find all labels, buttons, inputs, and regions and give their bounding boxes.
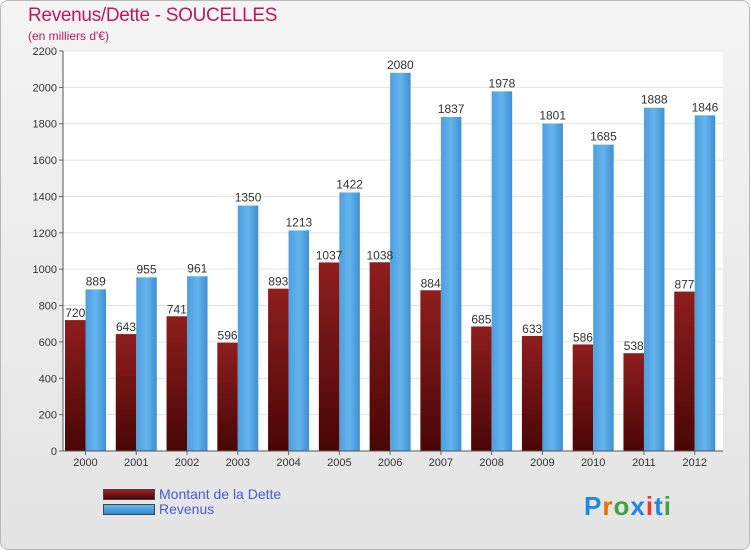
data-label-dette: 633 [522,322,542,336]
x-tick-label: 2001 [124,457,148,469]
y-tick-label: 1000 [33,264,57,276]
data-label-dette: 1037 [316,248,343,262]
bar-revenus [694,115,716,451]
bar-dette [65,320,86,451]
x-tick-label: 2000 [73,457,97,469]
y-tick-label: 600 [39,337,57,349]
data-label-revenus: 961 [187,261,207,275]
y-tick-label: 1800 [33,119,57,131]
bar-dette [166,316,188,451]
legend-label-revenus: Revenus [159,501,215,517]
bar-dette [572,344,594,451]
y-tick-label: 2000 [33,82,57,94]
x-tick-label: 2010 [581,457,605,469]
bar-revenus [491,91,513,451]
data-label-dette: 1038 [367,248,394,262]
y-tick-label: 200 [39,410,57,422]
x-tick-label: 2002 [175,457,199,469]
y-axis: 0 200 400 600 800 1000 1200 1400 1600 1800 2000 220… [33,46,64,458]
logo-letter: P [584,491,603,521]
y-tick-label: 400 [39,373,57,385]
bar-dette [674,291,695,451]
data-label-dette: 586 [573,330,593,344]
x-tick-label: 2008 [479,457,503,469]
data-label-revenus: 955 [137,262,157,276]
bar-revenus [390,72,411,452]
x-tick-label: 2006 [378,457,402,469]
bar-revenus [85,289,106,451]
chart-title: Revenus/Dette - SOUCELLES [28,5,278,26]
x-tick-label: 2011 [632,457,656,469]
y-tick-label: 1200 [33,228,57,240]
x-tick-label: 2012 [682,457,706,469]
data-label-dette: 741 [167,302,187,316]
bar-revenus [643,107,665,452]
data-label-revenus: 1978 [489,76,516,90]
bar-dette [369,262,391,451]
chart-subtitle: (en milliers d'€) [28,29,109,43]
data-label-dette: 877 [674,278,694,292]
data-label-dette: 893 [268,275,288,289]
legend-swatch-revenus [103,503,155,515]
y-tick-label: 1400 [33,191,57,203]
bar-revenus [440,117,462,451]
bar-dette [268,288,289,451]
x-tick-label: 2007 [429,457,453,469]
bar-revenus [187,276,208,451]
legend-item-dette: Montant de la Dette [103,486,282,502]
bar-revenus [339,192,360,452]
x-axis: 2000 2001 2002 2003 2004 2005 2006 2007 2008 2009… [63,450,723,469]
data-label-revenus: 889 [86,274,106,288]
data-label-revenus: 1350 [235,191,262,205]
x-tick-label: 2005 [327,457,351,469]
proxiti-logo: Proxiti [584,491,672,522]
bar-revenus [542,123,563,451]
data-label-revenus: 1801 [539,109,566,123]
y-tick-label: 2200 [33,46,57,58]
bar-dette [521,335,543,451]
data-label-revenus: 1422 [336,177,363,191]
bar-dette [420,290,441,451]
logo-letter: r [602,491,614,521]
y-tick-label: 800 [39,301,57,313]
bar-revenus [237,205,259,451]
data-label-dette: 596 [218,329,238,343]
legend-label-dette: Montant de la Dette [159,486,282,502]
data-label-revenus: 1213 [285,215,312,229]
logo-letter: t [654,491,664,521]
bars: 720 889 643 955 741 961 596 1350 893 1213 1037 1422… [65,58,719,452]
data-label-dette: 643 [116,320,136,334]
y-tick-label: 0 [51,446,57,458]
data-label-revenus: 1888 [641,93,668,107]
data-label-dette: 685 [471,312,491,326]
data-label-revenus: 1685 [590,130,617,144]
legend-item-revenus: Revenus [103,501,215,517]
y-tick-label: 1600 [33,155,57,167]
bar-dette [115,334,137,451]
data-label-revenus: 2080 [387,58,414,72]
bar-dette [623,353,644,451]
data-label-dette: 538 [624,339,644,353]
bar-dette [318,262,340,451]
x-tick-label: 2009 [530,457,554,469]
logo-letter: o [613,491,631,521]
bar-revenus [593,144,614,452]
data-label-revenus: 1837 [438,102,465,116]
data-label-dette: 720 [65,306,85,320]
logo-letter: i [663,491,672,521]
logo-letter: i [645,491,655,521]
legend-swatch-dette [103,488,155,500]
bar-dette [471,326,492,451]
x-tick-label: 2003 [226,457,250,469]
bar-revenus [136,277,157,451]
data-label-dette: 884 [421,276,441,290]
x-tick-label: 2004 [276,457,300,469]
bar-dette [217,342,238,451]
bar-revenus [288,230,310,451]
data-label-revenus: 1846 [692,100,719,114]
logo-letter: x [630,491,646,521]
